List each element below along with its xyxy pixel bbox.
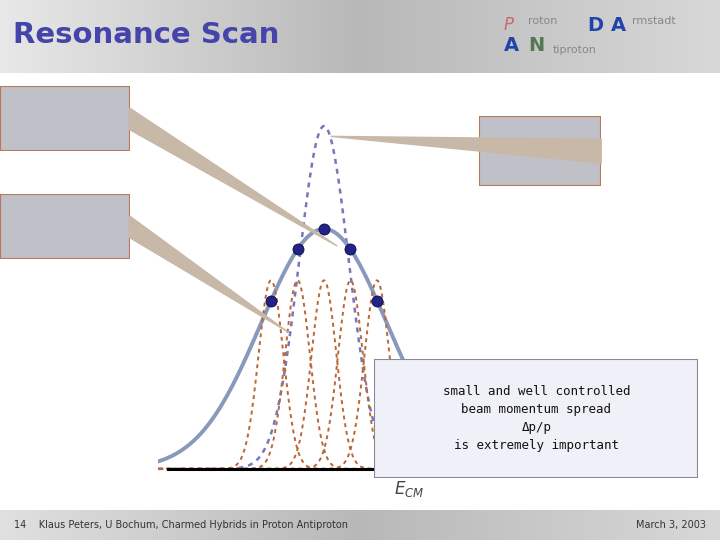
Text: rmstadt: rmstadt	[632, 16, 676, 26]
FancyBboxPatch shape	[374, 359, 698, 478]
Text: P: P	[504, 16, 514, 34]
Text: D: D	[587, 16, 603, 35]
Text: March 3, 2003: March 3, 2003	[636, 520, 706, 530]
Text: roton: roton	[528, 16, 557, 26]
Text: Resonance
Cross
Section: Resonance Cross Section	[498, 128, 582, 174]
Text: $E_{CM}$: $E_{CM}$	[394, 479, 424, 499]
Text: small and well controlled
beam momentum spread
Δp/p
is extremely important: small and well controlled beam momentum …	[443, 385, 630, 452]
FancyBboxPatch shape	[479, 116, 601, 186]
Text: tiproton: tiproton	[552, 45, 596, 55]
Text: N: N	[528, 36, 544, 55]
FancyBboxPatch shape	[0, 86, 130, 151]
Text: A: A	[504, 36, 519, 55]
Text: A: A	[611, 16, 626, 35]
FancyBboxPatch shape	[0, 194, 130, 259]
Text: Resonance Scan: Resonance Scan	[13, 21, 279, 49]
Text: Beam
Profile: Beam Profile	[39, 212, 91, 242]
Text: 14    Klaus Peters, U Bochum, Charmed Hybrids in Proton Antiproton: 14 Klaus Peters, U Bochum, Charmed Hybri…	[14, 520, 348, 530]
Text: Measured
Rate: Measured Rate	[26, 104, 104, 134]
